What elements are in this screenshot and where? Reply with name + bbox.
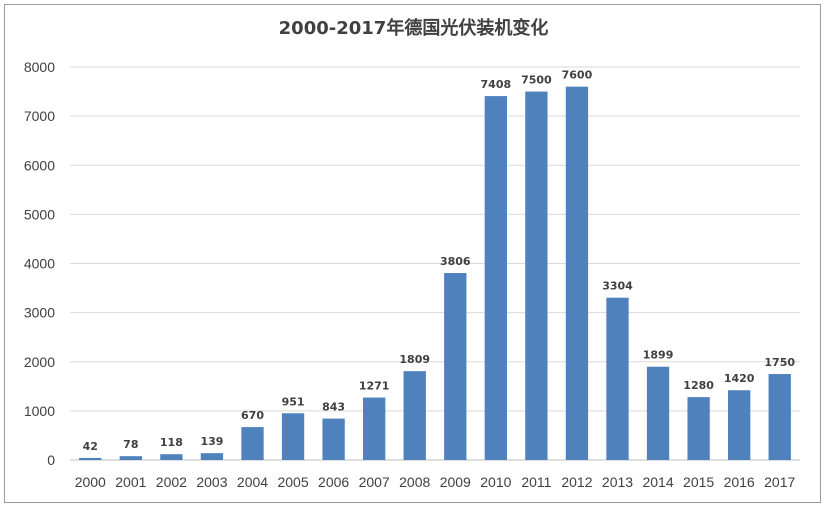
- data-label: 843: [322, 401, 345, 414]
- data-label: 3806: [440, 255, 471, 268]
- y-tick-label: 6000: [24, 157, 55, 173]
- data-label: 42: [83, 440, 98, 453]
- data-label: 3304: [602, 280, 633, 293]
- x-tick-label: 2001: [115, 474, 146, 490]
- y-tick-label: 4000: [24, 256, 55, 272]
- data-label: 1750: [764, 356, 795, 369]
- bar: [241, 427, 264, 460]
- x-tick-label: 2010: [480, 474, 511, 490]
- bar: [444, 273, 467, 460]
- data-label: 951: [282, 395, 305, 408]
- bar: [322, 418, 345, 460]
- x-tick-label: 2009: [440, 474, 471, 490]
- x-tick-label: 2006: [318, 474, 349, 490]
- data-label: 7408: [481, 78, 512, 91]
- data-label: 670: [241, 409, 264, 422]
- y-tick-label: 3000: [24, 305, 55, 321]
- data-label: 78: [123, 438, 138, 451]
- data-label: 118: [160, 436, 183, 449]
- data-label: 1809: [399, 353, 430, 366]
- x-tick-label: 2017: [764, 474, 795, 490]
- y-tick-label: 2000: [24, 354, 55, 370]
- data-label: 1280: [683, 379, 714, 392]
- bar: [525, 91, 548, 460]
- bar: [119, 456, 142, 460]
- data-label: 7500: [521, 74, 552, 87]
- bar: [687, 397, 710, 460]
- y-tick-label: 7000: [24, 108, 55, 124]
- bar: [768, 374, 791, 460]
- bar: [565, 86, 589, 461]
- x-tick-label: 2015: [683, 474, 714, 490]
- y-tick-label: 8000: [24, 59, 55, 75]
- x-tick-label: 2014: [642, 474, 673, 490]
- data-label: 1271: [359, 380, 390, 393]
- y-tick-label: 5000: [24, 206, 55, 222]
- bar: [728, 390, 751, 460]
- data-label: 139: [200, 435, 223, 448]
- x-tick-label: 2011: [521, 474, 551, 490]
- x-tick-label: 2000: [75, 474, 106, 490]
- x-tick-label: 2012: [561, 474, 592, 490]
- x-tick-label: 2013: [602, 474, 633, 490]
- bar: [200, 453, 224, 460]
- bar: [403, 371, 426, 460]
- data-label: 7600: [562, 69, 593, 82]
- bar: [363, 397, 386, 460]
- chart-title: 2000-2017年德国光伏装机变化: [278, 18, 549, 39]
- y-tick-label: 1000: [24, 403, 55, 419]
- x-tick-label: 2003: [196, 474, 227, 490]
- x-tick-label: 2004: [237, 474, 268, 490]
- x-tick-label: 2008: [399, 474, 430, 490]
- bar: [160, 454, 183, 460]
- bar: [79, 457, 102, 460]
- x-tick-label: 2016: [724, 474, 755, 490]
- data-label: 1420: [724, 372, 755, 385]
- x-tick-label: 2005: [277, 474, 308, 490]
- x-tick-label: 2002: [156, 474, 187, 490]
- bar: [281, 413, 305, 460]
- bar: [646, 366, 670, 460]
- y-tick-label: 0: [47, 452, 55, 468]
- data-label: 1899: [643, 349, 674, 362]
- bar: [606, 297, 629, 460]
- x-tick-label: 2007: [359, 474, 390, 490]
- bar: [484, 96, 507, 460]
